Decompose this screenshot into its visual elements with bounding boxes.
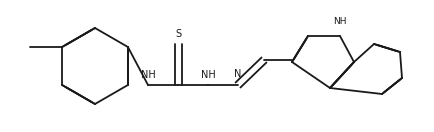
- Text: NH: NH: [201, 70, 215, 80]
- Text: NH: NH: [333, 18, 347, 27]
- Text: S: S: [175, 29, 181, 39]
- Text: N: N: [234, 69, 242, 79]
- Text: NH: NH: [141, 70, 155, 80]
